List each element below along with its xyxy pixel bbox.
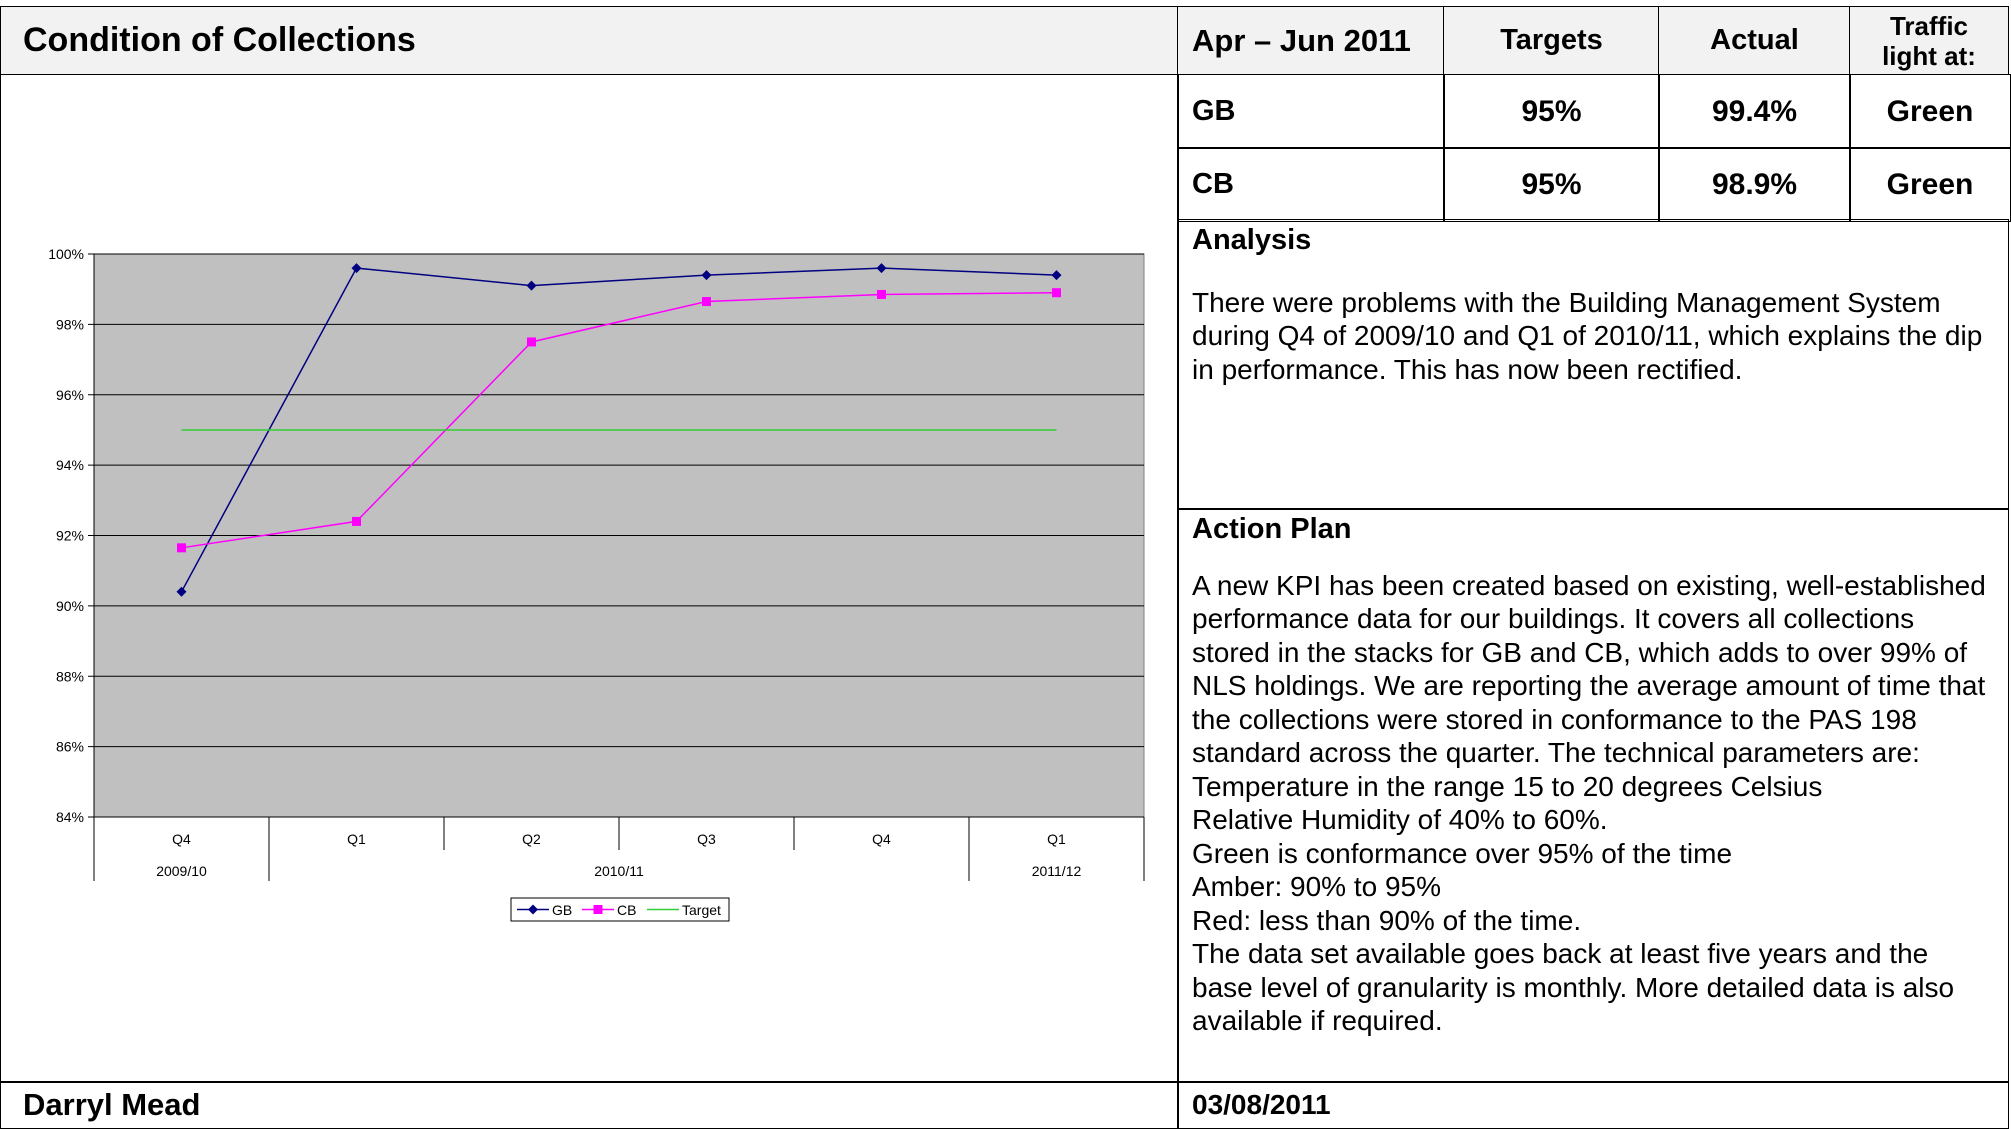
table-cell: CB: [1177, 147, 1445, 222]
analysis-title: Analysis: [1192, 224, 1312, 256]
x-tick-label: Q4: [172, 831, 191, 847]
legend-label: Target: [682, 902, 721, 918]
y-tick-label: 98%: [56, 316, 84, 332]
marker: [526, 280, 537, 291]
legend-marker: [593, 905, 603, 914]
series-line: [181, 291, 1057, 549]
action-plan-text: Temperature in the range 15 to 20 degree…: [1192, 770, 1823, 802]
action-plan-text: Red: less than 90% of the time.: [1192, 904, 1582, 936]
x-tick-label: Q4: [872, 831, 891, 847]
marker: [352, 516, 361, 526]
date: 03/08/2011: [1177, 1081, 2009, 1129]
analysis-text: There were problems with the Building Ma…: [1192, 286, 1983, 385]
marker: [527, 337, 536, 347]
title: Condition of Collections: [0, 6, 1179, 75]
marker: [1051, 270, 1062, 281]
x-group-label: 2010/11: [594, 863, 644, 879]
chart: 84% 86% 88% 90% 92% 94% 96% 98% 100% Q4 Q1 Q2 Q3 Q4 Q1…: [48, 246, 1145, 922]
action-plan-cell: Action Plan A new KPI has been created b…: [1177, 508, 2009, 1083]
table-cell: 98.9%: [1658, 147, 1851, 222]
marker: [1052, 288, 1061, 298]
marker: [351, 263, 362, 274]
table-cell: 95%: [1443, 147, 1660, 222]
x-tick-label: Q1: [347, 831, 366, 847]
action-plan-title: Action Plan: [1192, 513, 1352, 545]
table-cell: Green: [1849, 74, 2011, 149]
action-plan-text: A new KPI has been created based on exis…: [1192, 569, 1986, 769]
y-tick-label: 94%: [56, 457, 84, 473]
legend-label: CB: [617, 902, 636, 918]
marker: [177, 543, 186, 553]
action-plan-text: Relative Humidity of 40% to 60%.: [1192, 804, 1608, 835]
x-group-label: 2011/12: [1032, 863, 1082, 879]
column-header: Targets: [1443, 6, 1660, 75]
table-cell: Green: [1849, 147, 2011, 222]
legend-marker: [528, 904, 538, 915]
x-tick-label: Q3: [697, 831, 716, 847]
series-line: [180, 267, 1057, 593]
action-plan-text: Green is conformance over 95% of the tim…: [1192, 837, 1733, 869]
column-header: Traffic light at:: [1849, 6, 2009, 75]
x-tick-label: Q1: [1047, 831, 1066, 847]
y-tick-label: 100%: [48, 246, 84, 262]
legend-box: [510, 897, 730, 922]
action-plan-text: The data set available goes back at leas…: [1192, 938, 1955, 1036]
chart-cell: [0, 74, 1179, 1083]
analysis-cell: Analysis There were problems with the Bu…: [1177, 219, 2009, 510]
x-group-label: 2009/10: [156, 863, 207, 879]
y-tick-label: 96%: [56, 387, 84, 403]
column-header: Apr – Jun 2011: [1177, 6, 1445, 75]
action-plan-text: Amber: 90% to 95%: [1192, 871, 1442, 902]
marker: [702, 297, 711, 307]
marker: [701, 270, 712, 281]
x-tick-label: Q2: [522, 831, 541, 847]
legend: GB CB Target: [510, 897, 730, 922]
marker: [877, 289, 886, 299]
marker: [176, 586, 187, 597]
table-cell: GB: [1177, 74, 1445, 149]
y-tick-label: 90%: [56, 598, 84, 614]
marker: [876, 263, 887, 274]
y-tick-label: 92%: [56, 528, 84, 544]
legend-label: GB: [552, 902, 572, 918]
y-tick-label: 88%: [56, 668, 84, 684]
y-tick-label: 84%: [56, 809, 84, 825]
column-header: Actual: [1658, 6, 1851, 75]
author: Darryl Mead: [0, 1081, 1179, 1129]
table-cell: 95%: [1443, 74, 1660, 149]
y-tick-label: 86%: [56, 739, 84, 755]
table-cell: 99.4%: [1658, 74, 1851, 149]
